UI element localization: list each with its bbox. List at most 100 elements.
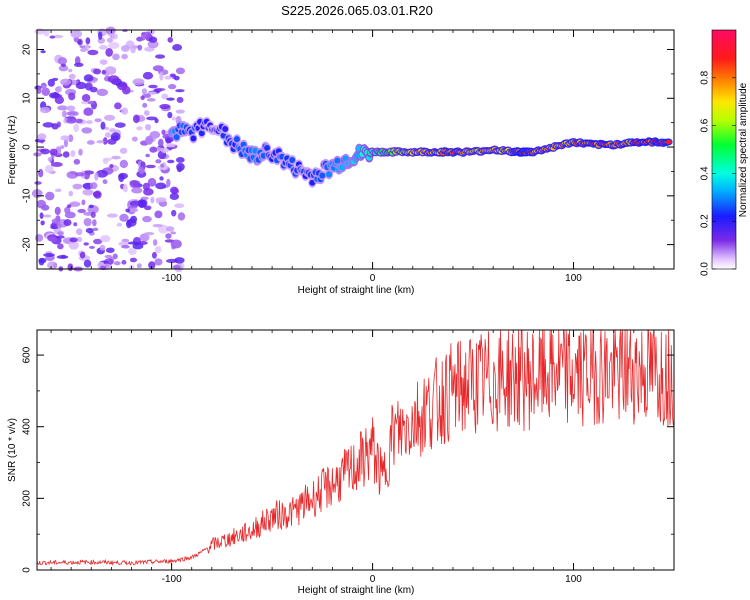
- heatmap-noise-cell: [60, 254, 66, 259]
- heatmap-noise-cell: [45, 191, 55, 201]
- heatmap-noise-cell: [54, 206, 61, 216]
- heatmap-noise-cell: [43, 214, 52, 218]
- heatmap-noise-cell: [171, 209, 177, 217]
- heatmap-noise-cell: [152, 239, 158, 246]
- heatmap-noise-cell: [93, 190, 102, 199]
- heatmap-noise-cell: [142, 102, 148, 108]
- heatmap-noise-cell: [66, 105, 76, 112]
- heatmap-noise-cell: [167, 159, 175, 164]
- heatmap-noise-cell: [83, 242, 89, 246]
- heatmap-noise-cell: [68, 134, 74, 143]
- heatmap-noise-cell: [34, 28, 46, 35]
- heatmap-noise-cell: [51, 218, 61, 224]
- heatmap-noise-cell: [174, 203, 185, 209]
- heatmap-noise-cell: [121, 53, 128, 60]
- heatmap-noise-cell: [109, 164, 114, 169]
- heatmap-noise-cell: [112, 53, 120, 61]
- heatmap-noise-cell: [129, 257, 138, 263]
- heatmap-noise-cell: [154, 54, 166, 59]
- heatmap-noise-cell: [40, 148, 51, 155]
- heatmap-noise-cell: [128, 247, 137, 256]
- heatmap-noise-cell: [137, 44, 143, 51]
- heatmap-noise-cell: [145, 153, 150, 158]
- heatmap-noise-cell: [104, 132, 111, 138]
- heatmap-noise-cell: [132, 114, 140, 124]
- heatmap-noise-cell: [145, 135, 154, 145]
- heatmap-noise-cell: [87, 100, 95, 105]
- heatmap-noise-cell: [155, 159, 162, 164]
- snr-panel: -100 0 100 0 200 400 600 Height of straight li…: [7, 329, 675, 596]
- heatmap-noise-cell: [132, 242, 144, 250]
- colorbar-ticks: 0.0 0.2 0.4 0.6 0.8: [700, 70, 736, 276]
- heatmap-noise-cell: [49, 35, 56, 39]
- heatmap-noise-cell: [145, 164, 156, 169]
- heatmap-noise-cell: [121, 107, 129, 115]
- heatmap-noise-cell: [105, 26, 116, 35]
- heatmap-noise-cell: [84, 82, 93, 91]
- heatmap-noise-cell: [89, 182, 98, 190]
- heatmap-noise-cell: [86, 120, 93, 125]
- heatmap-noise-cell: [144, 205, 152, 211]
- spectrogram-frame: [36, 29, 675, 270]
- heatmap-noise-cell: [166, 97, 175, 101]
- heatmap-noise-cell: [128, 207, 139, 213]
- spectrogram-x-tick-label: 0: [370, 273, 376, 284]
- heatmap-noise-cell: [54, 188, 62, 193]
- heatmap-noise-cell: [68, 68, 73, 73]
- heatmap-noise-cell: [121, 238, 130, 243]
- spectrogram-x-axis-label: Height of straight line (km): [298, 285, 415, 296]
- heatmap-noise-cell: [50, 225, 59, 230]
- heatmap-noise-cell: [111, 155, 121, 160]
- snr-x-axis-label: Height of straight line (km): [298, 585, 415, 596]
- heatmap-ridge-cell: [289, 157, 296, 164]
- heatmap-noise-cell: [70, 150, 76, 157]
- chart-title: S225.2026.065.03.01.R20: [281, 3, 433, 18]
- heatmap-noise-cell: [40, 220, 45, 226]
- heatmap-noise-cell: [96, 169, 108, 178]
- colorbar-tick-label: 0.4: [700, 166, 711, 180]
- heatmap-noise-cell: [76, 228, 83, 236]
- heatmap-noise-cell: [60, 135, 70, 141]
- heatmap-noise-cell: [173, 75, 180, 81]
- heatmap-noise-cell: [146, 97, 156, 102]
- heatmap-noise-cell: [68, 73, 76, 80]
- heatmap-noise-cell: [68, 240, 79, 250]
- heatmap-noise-cell: [66, 204, 72, 208]
- heatmap-noise-cell: [177, 212, 186, 221]
- heatmap-noise-cell: [73, 123, 80, 133]
- heatmap-noise-cell: [152, 65, 164, 72]
- heatmap-noise-cell: [170, 231, 176, 235]
- heatmap-noise-cell: [131, 187, 143, 194]
- heatmap-noise-cell: [52, 34, 64, 39]
- heatmap-noise-cell: [92, 219, 97, 227]
- heatmap-noise-cell: [68, 92, 76, 101]
- heatmap-noise-cell: [148, 84, 158, 89]
- snr-y-tick-label: 600: [22, 346, 33, 363]
- heatmap-noise-cell: [66, 117, 77, 124]
- heatmap-noise-cell: [70, 29, 83, 39]
- heatmap-noise-cell: [167, 111, 173, 119]
- heatmap-noise-cell: [122, 183, 128, 193]
- heatmap-noise-cell: [169, 73, 176, 78]
- heatmap-noise-cell: [165, 143, 176, 148]
- heatmap-noise-cell: [113, 261, 121, 266]
- heatmap-noise-cell: [100, 121, 106, 130]
- heatmap-noise-cell: [120, 44, 130, 52]
- heatmap-noise-cell: [93, 68, 102, 75]
- heatmap-ridge-cell: [264, 145, 271, 152]
- heatmap-noise-cell: [83, 170, 91, 180]
- heatmap-noise-cell: [161, 129, 166, 135]
- heatmap-noise-cell: [170, 239, 182, 249]
- heatmap-noise-cell: [119, 213, 129, 222]
- colorbar: 0.0 0.2 0.4 0.6 0.8 Normalized spectral ampl…: [700, 29, 749, 276]
- heatmap-noise-cell: [159, 103, 171, 110]
- spectrogram-y-tick-label: 10: [22, 92, 33, 104]
- heatmap-noise-cell: [155, 182, 167, 190]
- heatmap-noise-cell: [101, 69, 106, 75]
- heatmap-noise-cell: [100, 234, 111, 243]
- heatmap-noise-cell: [41, 87, 50, 96]
- spectrogram-y-axis-label: Frequency (Hz): [7, 116, 18, 185]
- heatmap-noise-cell: [73, 36, 80, 43]
- heatmap-noise-cell: [165, 233, 172, 239]
- heatmap-noise-cell: [106, 213, 118, 218]
